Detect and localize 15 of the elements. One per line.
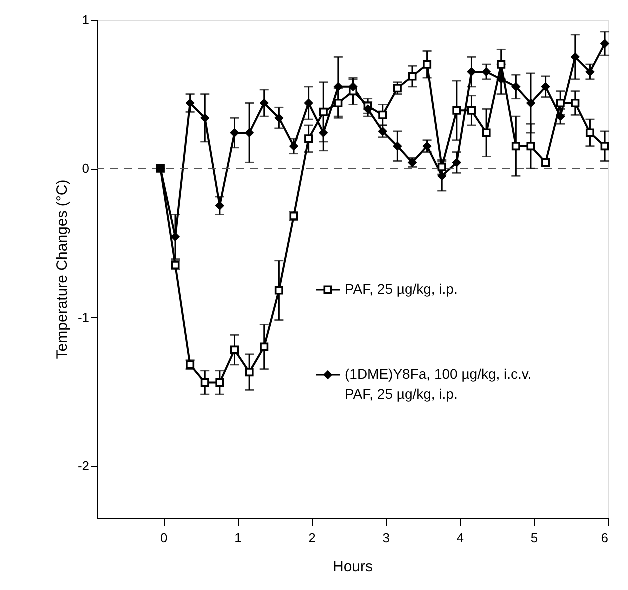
y-axis-title: Temperature Changes (°C) [54,180,71,360]
y-tick-label: 1 [82,12,90,28]
x-tick-label: 4 [456,530,464,546]
y-tick-label: -1 [78,310,90,325]
y-tick-label: -2 [78,458,90,474]
x-tick-label: 2 [308,530,316,546]
x-tick-label: 6 [601,530,608,546]
legend-label: (1DME)Y8Fa, 100 µg/kg, i.c.v. PAF, 25 µg/kg, i.p. [345,366,532,402]
x-tick-label: 1 [234,530,242,546]
x-axis-title: Hours [332,558,374,576]
x-tick-label: 5 [530,530,538,546]
x-tick-label: 0 [160,530,168,546]
x-tick-label: 3 [382,530,390,546]
y-tick-label: 0 [82,161,90,176]
legend-label: PAF, 25 µg/kg, i.p. [345,281,458,297]
